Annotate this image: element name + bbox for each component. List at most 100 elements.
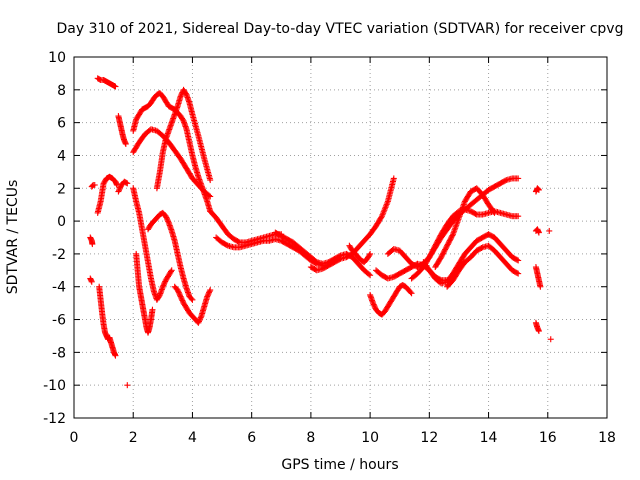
data-point	[336, 256, 343, 263]
data-point	[440, 250, 447, 257]
data-point	[164, 217, 171, 224]
data-point	[196, 317, 203, 324]
y-tick-label: -2	[52, 247, 66, 263]
data-point	[444, 242, 451, 249]
data-point	[472, 210, 479, 217]
data-point	[438, 252, 445, 259]
data-point	[197, 314, 204, 321]
data-point	[440, 249, 447, 256]
data-point	[370, 301, 377, 308]
data-point	[174, 287, 181, 294]
data-point	[112, 352, 119, 359]
y-tick-label: -6	[52, 313, 66, 329]
data-point	[434, 238, 441, 245]
data-point	[513, 256, 520, 263]
data-point	[223, 242, 230, 249]
data-point	[197, 315, 204, 322]
data-point	[117, 184, 124, 191]
data-point	[177, 293, 184, 300]
data-point	[515, 270, 522, 277]
data-point	[445, 240, 452, 247]
plot-frame	[73, 56, 608, 419]
data-point	[446, 237, 453, 244]
x-tick-label: 6	[247, 430, 256, 446]
data-point	[436, 233, 443, 240]
data-point	[447, 236, 454, 243]
x-axis-label: GPS time / hours	[281, 457, 398, 473]
data-point	[206, 288, 213, 295]
data-point	[434, 237, 441, 244]
data-point	[89, 241, 96, 248]
data-point	[436, 235, 443, 242]
data-point	[367, 250, 374, 257]
y-tick-label: -10	[43, 378, 66, 394]
data-point	[195, 319, 202, 326]
data-point	[88, 278, 95, 285]
data-point	[390, 175, 397, 182]
data-point	[176, 290, 183, 297]
data-point	[535, 186, 542, 193]
data-point	[371, 302, 378, 309]
y-tick-label: 2	[57, 181, 66, 197]
data-point	[163, 215, 170, 222]
data-point	[161, 279, 168, 286]
axis-ticks: 0 2 4 6 8 10 12 14 16 18 -12 -10 -8 -6 -4 -2 0 2 4 6 8 10	[43, 50, 616, 446]
data-point	[177, 292, 184, 299]
data-point	[178, 92, 185, 99]
data-point	[547, 336, 554, 343]
data-point	[426, 252, 433, 259]
data-point	[433, 240, 440, 247]
data-point	[432, 242, 439, 249]
data-point	[446, 238, 453, 245]
data-point	[115, 188, 122, 195]
grid	[74, 57, 607, 418]
data-point	[366, 252, 373, 259]
data-point	[515, 257, 522, 264]
data-point	[430, 246, 437, 253]
data-point	[408, 290, 415, 297]
data-point	[124, 382, 131, 389]
data-point	[535, 229, 542, 236]
data-point	[442, 245, 449, 252]
x-tick-label: 12	[420, 430, 438, 446]
data-point	[207, 287, 214, 294]
data-point	[162, 213, 169, 220]
data-point	[178, 294, 185, 301]
data-point	[156, 293, 163, 300]
data-point	[205, 290, 212, 297]
data-point	[449, 232, 456, 239]
data-point	[478, 245, 485, 252]
data-point	[448, 233, 455, 240]
data-point	[149, 306, 156, 313]
data-point	[365, 271, 372, 278]
y-tick-label: 4	[57, 148, 66, 164]
data-point	[165, 218, 172, 225]
data-point	[367, 272, 374, 279]
y-tick-label: 0	[57, 214, 66, 230]
data-point	[441, 247, 448, 254]
data-point	[116, 187, 123, 194]
data-point	[189, 296, 196, 303]
data-point	[175, 288, 182, 295]
data-point	[444, 241, 451, 248]
data-point	[312, 258, 319, 265]
data-point	[178, 296, 185, 303]
data-point	[502, 177, 509, 184]
y-axis-label: SDTVAR / TECUs	[5, 180, 21, 295]
data-point	[448, 235, 455, 242]
data-point	[546, 227, 553, 234]
y-tick-label: 10	[48, 50, 66, 66]
data-point	[435, 236, 442, 243]
data-point	[163, 214, 170, 221]
data-point	[204, 292, 211, 299]
data-point	[182, 90, 189, 97]
x-tick-label: 2	[129, 430, 138, 446]
data-point	[207, 177, 214, 184]
data-point	[515, 175, 522, 182]
data-point	[428, 249, 435, 256]
data-point	[535, 186, 542, 193]
x-tick-label: 4	[188, 430, 197, 446]
data-point	[175, 289, 182, 296]
y-tick-label: -12	[43, 411, 66, 427]
